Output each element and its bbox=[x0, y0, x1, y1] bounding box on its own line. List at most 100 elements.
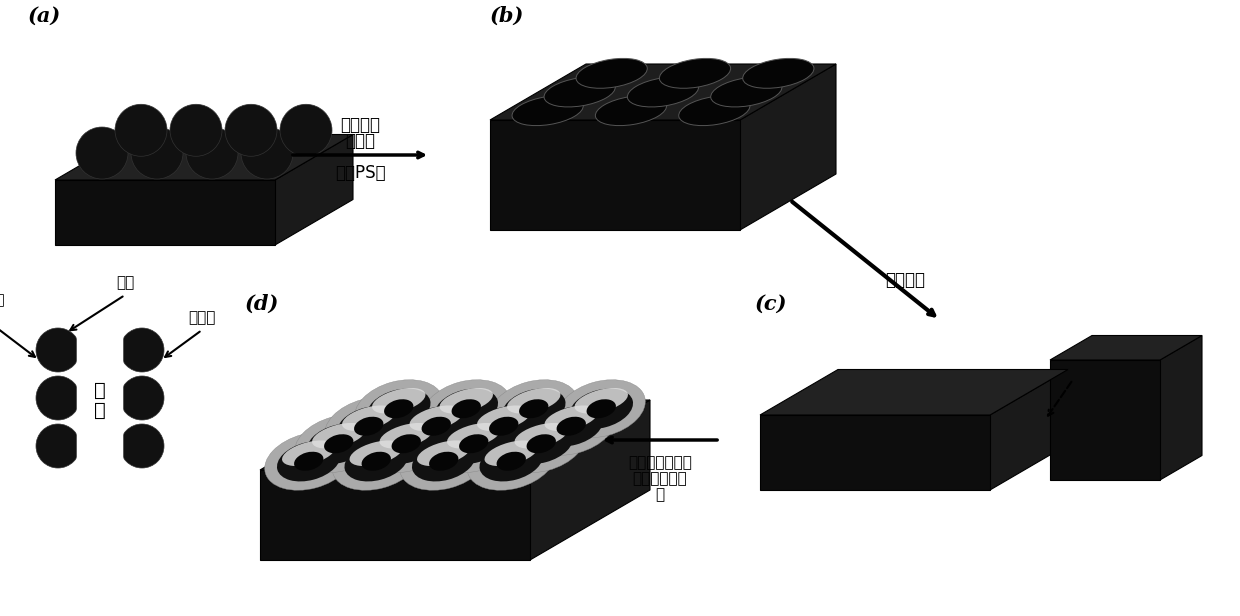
Text: 氧化铝: 氧化铝 bbox=[188, 310, 216, 325]
Polygon shape bbox=[490, 120, 740, 230]
Circle shape bbox=[224, 104, 277, 156]
Ellipse shape bbox=[372, 388, 425, 413]
Ellipse shape bbox=[711, 77, 782, 107]
Ellipse shape bbox=[430, 415, 518, 472]
Ellipse shape bbox=[497, 415, 585, 472]
Circle shape bbox=[120, 328, 164, 372]
Ellipse shape bbox=[467, 432, 556, 490]
Polygon shape bbox=[740, 64, 836, 230]
Ellipse shape bbox=[342, 405, 396, 431]
Circle shape bbox=[280, 104, 332, 156]
Ellipse shape bbox=[743, 59, 813, 88]
Ellipse shape bbox=[574, 388, 627, 413]
Ellipse shape bbox=[587, 399, 616, 418]
Polygon shape bbox=[760, 415, 990, 490]
Text: 依次溅射金属，: 依次溅射金属， bbox=[629, 455, 692, 470]
Ellipse shape bbox=[392, 434, 420, 453]
FancyBboxPatch shape bbox=[77, 328, 123, 472]
Text: 截: 截 bbox=[94, 381, 105, 400]
Circle shape bbox=[36, 376, 81, 420]
Polygon shape bbox=[490, 64, 836, 120]
Ellipse shape bbox=[477, 405, 531, 431]
Ellipse shape bbox=[264, 432, 353, 490]
Polygon shape bbox=[529, 400, 650, 560]
Ellipse shape bbox=[678, 95, 750, 126]
Text: 硅纳米孔: 硅纳米孔 bbox=[0, 293, 5, 307]
Ellipse shape bbox=[281, 440, 336, 466]
Ellipse shape bbox=[399, 432, 487, 490]
Ellipse shape bbox=[332, 432, 420, 490]
Text: (c): (c) bbox=[755, 294, 787, 314]
Ellipse shape bbox=[345, 441, 408, 482]
Text: (d): (d) bbox=[246, 294, 279, 314]
Ellipse shape bbox=[510, 424, 573, 464]
Ellipse shape bbox=[441, 424, 506, 464]
Text: 交替刻蚀: 交替刻蚀 bbox=[885, 271, 925, 289]
Ellipse shape bbox=[627, 77, 698, 107]
Ellipse shape bbox=[434, 389, 498, 429]
Ellipse shape bbox=[422, 417, 451, 436]
Ellipse shape bbox=[392, 397, 480, 455]
Polygon shape bbox=[55, 180, 275, 245]
Ellipse shape bbox=[577, 59, 647, 88]
Ellipse shape bbox=[527, 434, 556, 453]
Ellipse shape bbox=[325, 397, 413, 455]
Circle shape bbox=[115, 104, 167, 156]
Ellipse shape bbox=[312, 423, 366, 448]
Polygon shape bbox=[990, 370, 1068, 490]
Polygon shape bbox=[1159, 336, 1202, 480]
Ellipse shape bbox=[520, 399, 548, 418]
Ellipse shape bbox=[422, 379, 511, 438]
Ellipse shape bbox=[374, 424, 438, 464]
Ellipse shape bbox=[362, 452, 391, 471]
Polygon shape bbox=[55, 134, 353, 180]
Circle shape bbox=[120, 424, 164, 468]
Ellipse shape bbox=[337, 406, 401, 447]
Ellipse shape bbox=[429, 452, 459, 471]
Ellipse shape bbox=[660, 59, 730, 88]
Ellipse shape bbox=[448, 423, 501, 448]
Ellipse shape bbox=[451, 399, 481, 418]
Ellipse shape bbox=[294, 452, 324, 471]
Circle shape bbox=[186, 127, 238, 179]
Polygon shape bbox=[760, 370, 1068, 415]
Ellipse shape bbox=[515, 423, 568, 448]
Ellipse shape bbox=[362, 415, 450, 472]
Ellipse shape bbox=[308, 424, 371, 464]
Ellipse shape bbox=[355, 379, 443, 438]
Ellipse shape bbox=[350, 440, 403, 466]
Ellipse shape bbox=[472, 406, 536, 447]
Ellipse shape bbox=[489, 417, 518, 436]
Text: (a): (a) bbox=[29, 6, 61, 26]
Ellipse shape bbox=[460, 397, 548, 455]
Ellipse shape bbox=[557, 417, 587, 436]
Ellipse shape bbox=[379, 423, 433, 448]
Ellipse shape bbox=[485, 440, 538, 466]
Ellipse shape bbox=[409, 405, 463, 431]
Ellipse shape bbox=[277, 441, 341, 482]
Ellipse shape bbox=[557, 379, 645, 438]
Text: 溅射铝: 溅射铝 bbox=[345, 132, 374, 150]
Ellipse shape bbox=[512, 95, 583, 126]
Ellipse shape bbox=[496, 452, 526, 471]
Ellipse shape bbox=[367, 389, 430, 429]
Ellipse shape bbox=[324, 434, 353, 453]
Text: 沉积氧化铝薄: 沉积氧化铝薄 bbox=[632, 471, 687, 486]
Polygon shape bbox=[1050, 360, 1159, 480]
Circle shape bbox=[131, 127, 184, 179]
Ellipse shape bbox=[412, 441, 475, 482]
Ellipse shape bbox=[384, 399, 413, 418]
Circle shape bbox=[76, 127, 128, 179]
Ellipse shape bbox=[490, 379, 578, 438]
Ellipse shape bbox=[295, 415, 383, 472]
Circle shape bbox=[241, 127, 293, 179]
Ellipse shape bbox=[355, 417, 383, 436]
Polygon shape bbox=[260, 470, 529, 560]
Text: 氧气刻蚀: 氧气刻蚀 bbox=[340, 116, 379, 134]
Ellipse shape bbox=[480, 441, 543, 482]
Ellipse shape bbox=[502, 389, 565, 429]
Ellipse shape bbox=[544, 405, 598, 431]
Ellipse shape bbox=[439, 388, 494, 413]
Circle shape bbox=[170, 104, 222, 156]
Polygon shape bbox=[260, 400, 650, 470]
